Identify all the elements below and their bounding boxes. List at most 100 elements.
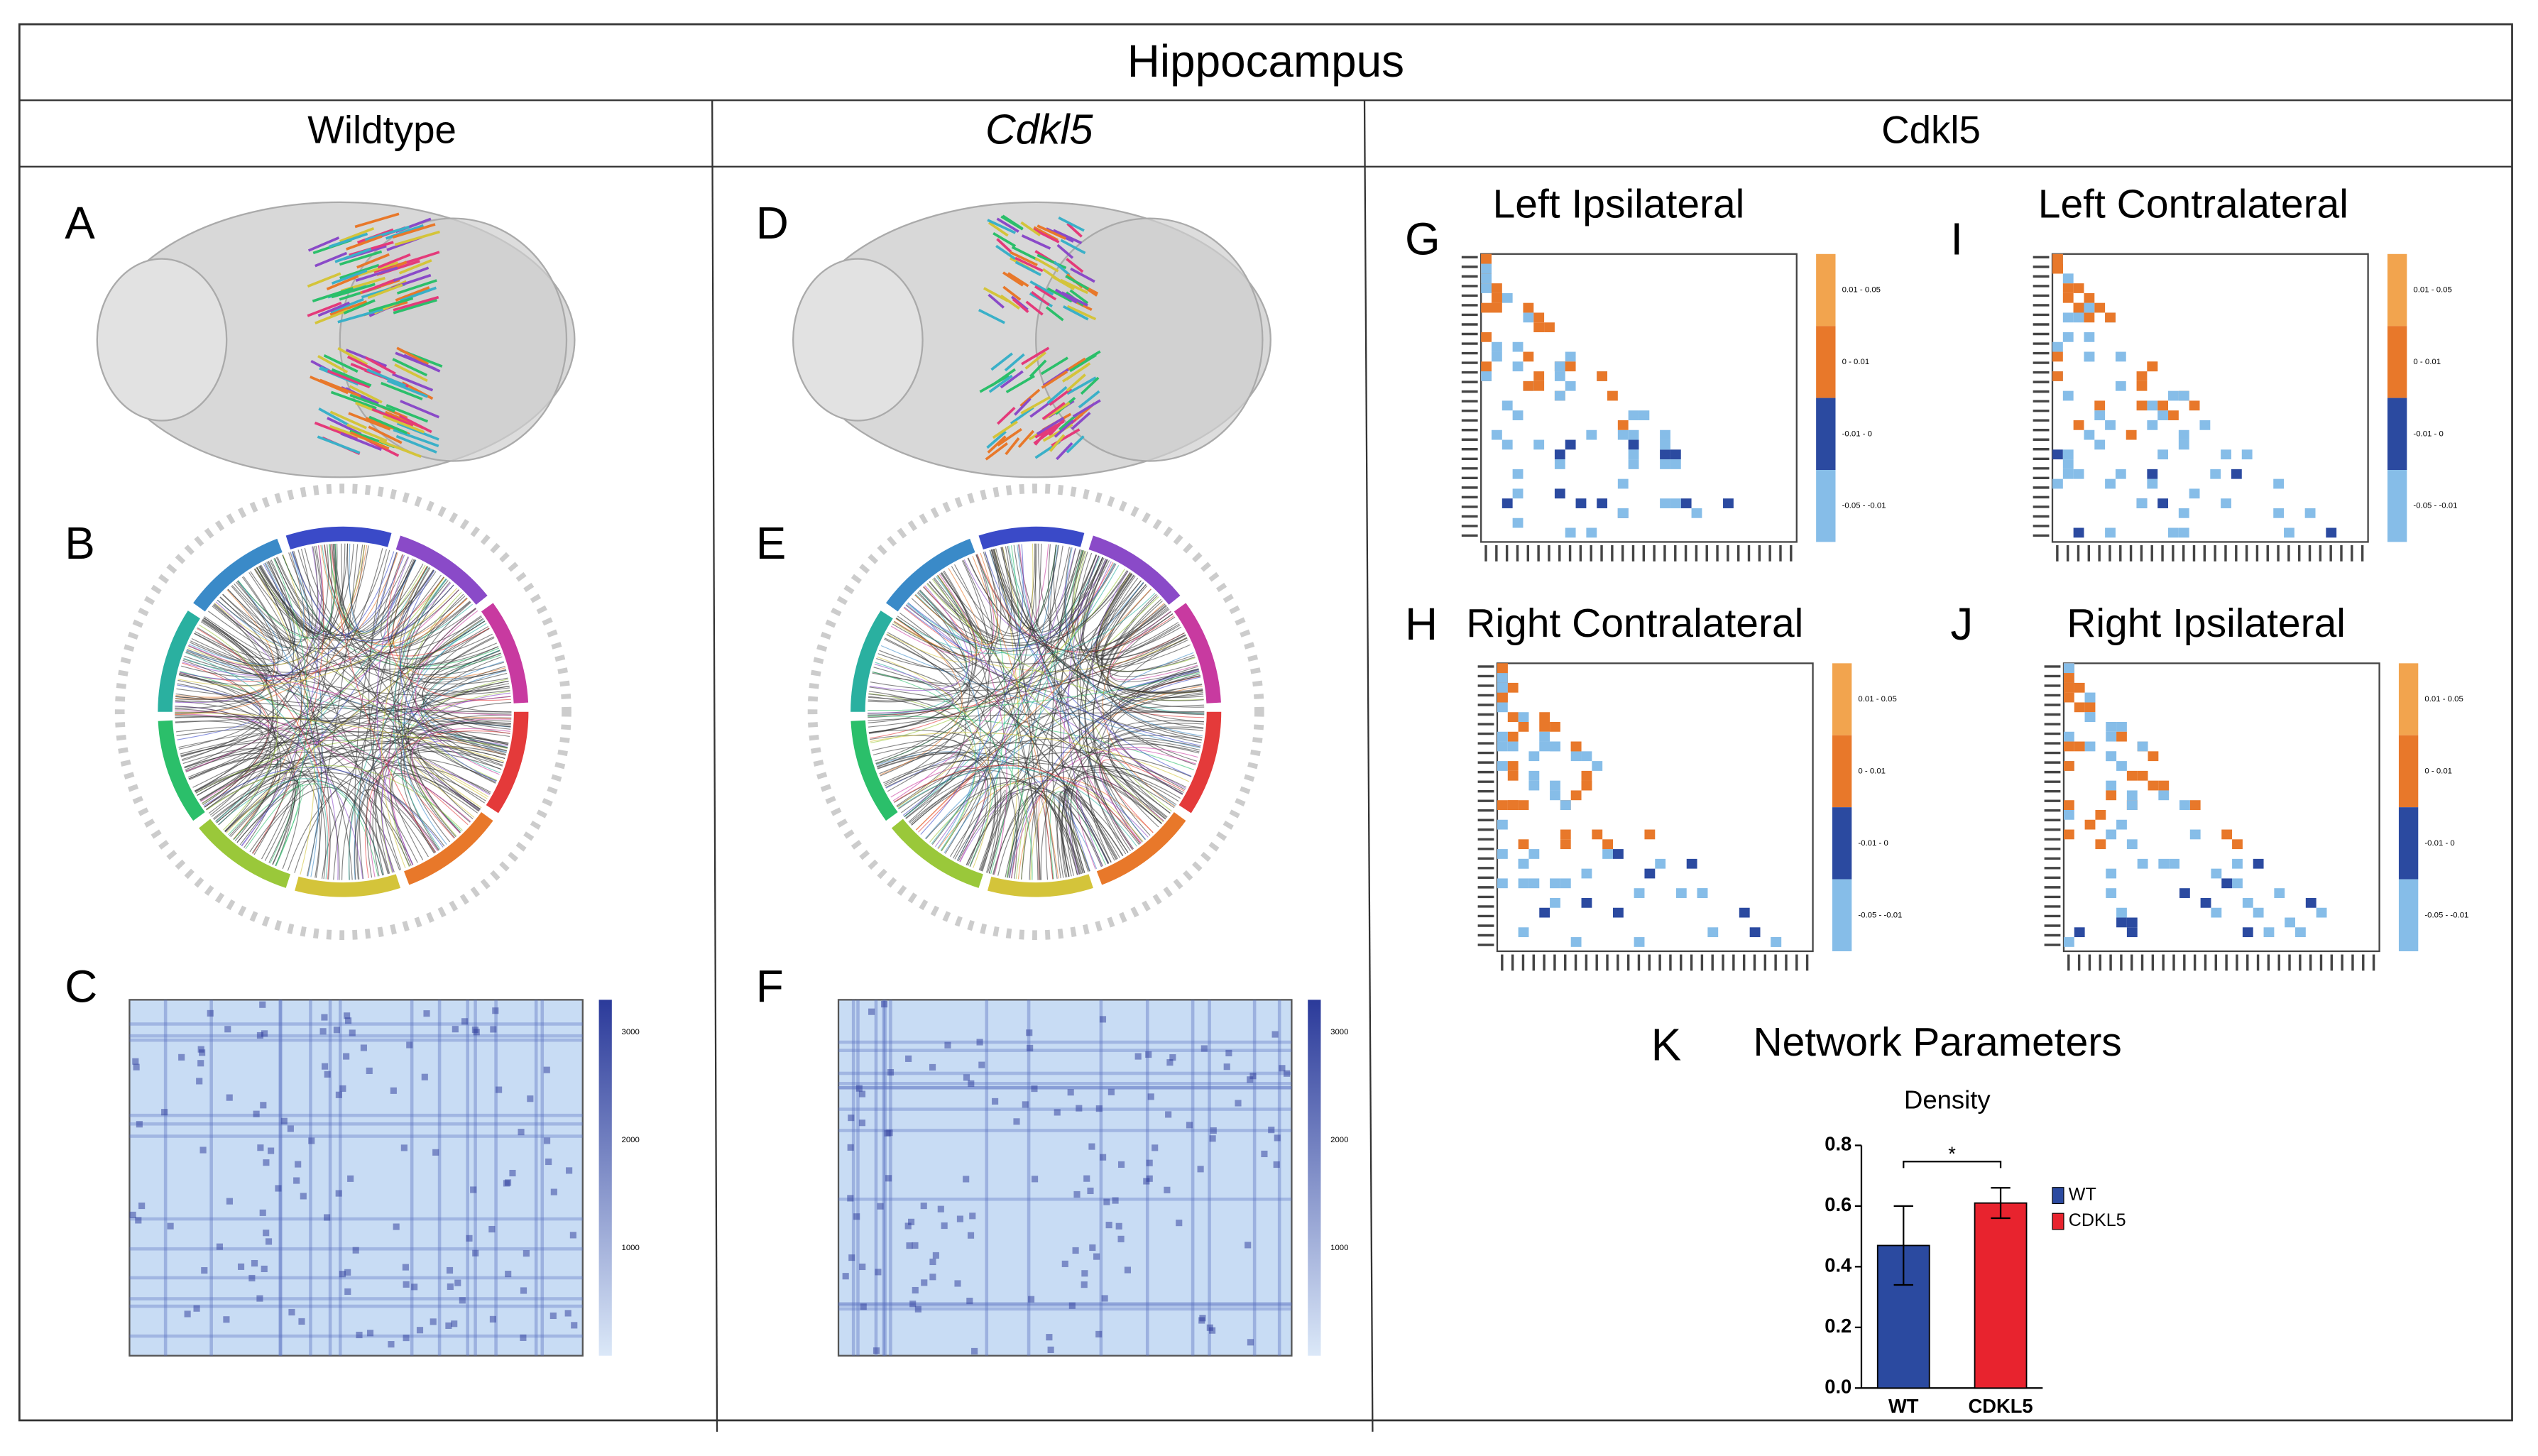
chord-link — [876, 752, 989, 866]
matrix-cell — [1523, 302, 1534, 313]
matrix-cell — [2137, 858, 2148, 869]
legend-label: CDKL5 — [2069, 1210, 2126, 1230]
tract — [307, 302, 342, 317]
colorbar-label: 2000 — [622, 1136, 640, 1144]
heatmap-cell — [1047, 1346, 1054, 1353]
matrix-cell — [2106, 868, 2117, 879]
tract — [988, 374, 1013, 393]
heatmap-cell — [914, 1306, 921, 1313]
chord-link — [177, 587, 458, 686]
colorbar-label: 1000 — [622, 1244, 640, 1252]
chord-ring — [1096, 811, 1186, 885]
heatmap-stripe — [129, 1276, 583, 1280]
tract — [392, 358, 428, 377]
tract — [337, 346, 368, 366]
heatmap-cell — [454, 1279, 461, 1286]
heatmap-cell — [308, 1137, 315, 1144]
tract — [1066, 222, 1083, 238]
tract — [992, 420, 1018, 439]
heatmap-cell — [564, 1310, 571, 1317]
matrix-cell — [1512, 488, 1524, 499]
heatmap-cell — [954, 1280, 961, 1287]
tract — [393, 428, 439, 448]
chord-link — [175, 544, 329, 701]
matrix-cell — [1570, 790, 1582, 801]
chord-link — [1013, 544, 1159, 828]
panel-letter: G — [1405, 214, 1440, 265]
heatmap-stripe — [838, 1107, 1292, 1111]
heatmap-cell — [223, 1316, 230, 1323]
matrix-cell — [2147, 478, 2158, 489]
chord-link — [1077, 552, 1204, 699]
matrix-cell — [2126, 927, 2138, 938]
matrix-cell — [1528, 770, 1540, 781]
legend-swatch — [2052, 1213, 2064, 1230]
heatmap-cell — [571, 1322, 578, 1329]
heatmap-cell — [471, 1027, 478, 1034]
tract — [1033, 226, 1059, 242]
tract — [1011, 246, 1039, 261]
matrix-cell — [1660, 459, 1670, 469]
matrix-cell — [2116, 819, 2127, 830]
chord-link — [349, 543, 417, 633]
heatmap-cell — [1268, 1127, 1275, 1134]
chord-link — [883, 760, 1124, 856]
heatmap-cell — [446, 1266, 454, 1274]
tract — [343, 299, 376, 315]
matrix-cell — [1539, 712, 1550, 722]
heatmap-cell — [868, 1008, 875, 1015]
col-line — [711, 100, 718, 1432]
tract — [1036, 253, 1067, 270]
matrix-cell — [2052, 351, 2063, 362]
heatmap-cell — [207, 1009, 214, 1017]
chord-link — [1002, 547, 1205, 708]
chord-link — [941, 572, 1117, 860]
heatmap-cell — [848, 1115, 855, 1122]
matrix-cell — [1660, 449, 1670, 460]
matrix-cell — [1502, 498, 1513, 508]
heatmap-cell — [295, 1161, 302, 1168]
heatmap-cell — [184, 1310, 191, 1318]
matrix-cell — [2179, 800, 2190, 810]
matrix-cell — [2295, 927, 2306, 938]
heatmap-cell — [853, 1213, 860, 1220]
heatmap-cell — [260, 1102, 267, 1109]
chord-link — [1107, 601, 1204, 723]
matrix-cell — [1544, 322, 1555, 332]
matrix-cell — [1670, 498, 1681, 508]
chord-link — [907, 563, 1116, 650]
significance: * — [1948, 1142, 1956, 1164]
chord-link — [885, 756, 1162, 824]
colorbar-label: 3000 — [622, 1028, 640, 1036]
tract — [392, 373, 434, 392]
chord-link — [885, 591, 970, 787]
matrix-cell — [2063, 800, 2074, 810]
tract — [1066, 376, 1097, 395]
error-bar — [1991, 1187, 2011, 1220]
matrix-cell — [1550, 897, 1560, 908]
chord-link — [1097, 574, 1204, 701]
tract — [1066, 435, 1085, 454]
matrix-cell — [2115, 469, 2126, 479]
matrix-cell — [2084, 702, 2096, 713]
chord-link — [175, 545, 322, 704]
chord-link — [911, 675, 1200, 826]
heatmap-cell — [967, 1232, 975, 1239]
matrix-cell — [1628, 459, 1639, 469]
matrix-cell — [1655, 858, 1666, 869]
chord-link — [869, 585, 970, 691]
matrix-cell — [1675, 888, 1687, 898]
matrix-cell — [1497, 819, 1508, 830]
chord-link — [222, 593, 476, 657]
heatmap-cell — [280, 1117, 288, 1124]
legend-label: -0.05 - -0.01 — [2413, 502, 2457, 510]
matrix-cell — [2052, 371, 2063, 381]
tract — [1062, 305, 1089, 321]
matrix-cell — [1560, 839, 1571, 850]
chord-link — [187, 757, 300, 870]
matrix-cell — [1528, 780, 1540, 791]
matrix-cell — [2063, 731, 2074, 742]
chord-link — [876, 657, 1171, 814]
tract — [392, 223, 436, 239]
matrix-cell — [2105, 527, 2116, 538]
